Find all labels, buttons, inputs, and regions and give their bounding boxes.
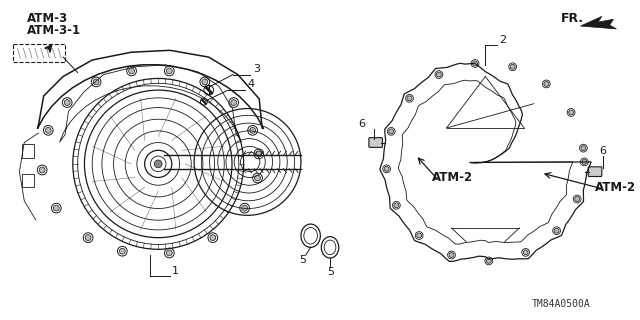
Circle shape bbox=[449, 252, 454, 257]
Circle shape bbox=[472, 61, 477, 66]
FancyBboxPatch shape bbox=[588, 167, 602, 177]
Text: 3: 3 bbox=[253, 64, 260, 74]
Circle shape bbox=[45, 127, 51, 133]
Text: ATM-2: ATM-2 bbox=[432, 171, 473, 184]
Circle shape bbox=[581, 146, 586, 151]
Circle shape bbox=[250, 127, 255, 133]
Text: 5: 5 bbox=[327, 267, 334, 276]
Circle shape bbox=[524, 250, 528, 255]
Circle shape bbox=[544, 82, 548, 86]
Circle shape bbox=[417, 233, 422, 238]
Circle shape bbox=[436, 72, 442, 77]
Circle shape bbox=[384, 166, 389, 171]
Circle shape bbox=[407, 96, 412, 101]
Text: 6: 6 bbox=[599, 146, 606, 156]
Circle shape bbox=[582, 159, 587, 164]
Text: 1: 1 bbox=[172, 266, 179, 276]
Circle shape bbox=[394, 203, 399, 208]
Circle shape bbox=[166, 250, 172, 256]
Polygon shape bbox=[580, 16, 616, 29]
Text: ATM-2: ATM-2 bbox=[595, 181, 636, 194]
Circle shape bbox=[388, 129, 394, 134]
Circle shape bbox=[242, 205, 248, 211]
Circle shape bbox=[53, 205, 60, 211]
Circle shape bbox=[39, 167, 45, 173]
Circle shape bbox=[85, 235, 91, 241]
Text: ATM-3: ATM-3 bbox=[27, 12, 68, 25]
Circle shape bbox=[554, 228, 559, 233]
FancyBboxPatch shape bbox=[369, 138, 383, 148]
Text: 4: 4 bbox=[248, 79, 255, 89]
Circle shape bbox=[154, 160, 162, 168]
Circle shape bbox=[120, 248, 125, 254]
Text: 2: 2 bbox=[499, 35, 506, 44]
Circle shape bbox=[486, 259, 492, 263]
Text: FR.: FR. bbox=[561, 12, 584, 25]
Text: 5: 5 bbox=[299, 255, 306, 265]
Circle shape bbox=[210, 235, 216, 241]
Circle shape bbox=[575, 196, 580, 202]
Circle shape bbox=[202, 79, 208, 85]
Circle shape bbox=[166, 68, 172, 74]
Circle shape bbox=[129, 68, 134, 74]
Text: TM84A0500A: TM84A0500A bbox=[532, 299, 591, 308]
Circle shape bbox=[93, 79, 99, 85]
Circle shape bbox=[569, 110, 573, 115]
Circle shape bbox=[255, 175, 260, 181]
Circle shape bbox=[231, 100, 237, 106]
Text: 6: 6 bbox=[358, 119, 365, 129]
Circle shape bbox=[510, 64, 515, 69]
Circle shape bbox=[64, 100, 70, 106]
Circle shape bbox=[256, 151, 262, 157]
Text: ATM-3-1: ATM-3-1 bbox=[27, 24, 81, 37]
